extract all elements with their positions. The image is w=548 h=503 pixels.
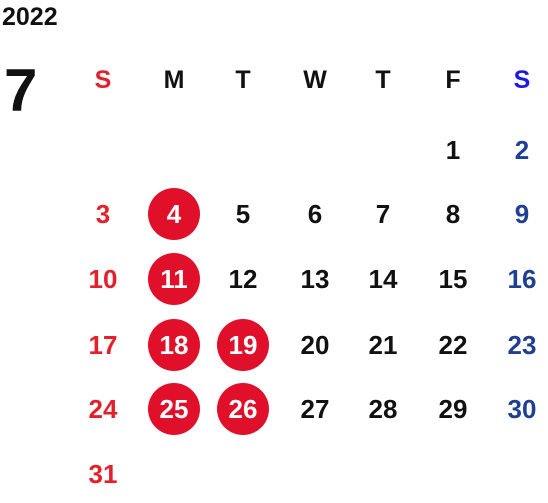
weekday-label: T <box>235 66 250 94</box>
holiday-marker <box>148 188 200 240</box>
day-number: 13 <box>301 264 330 294</box>
holiday-marker <box>148 253 200 305</box>
day-number: 27 <box>301 394 330 424</box>
day-number: 8 <box>446 199 460 229</box>
day-number: 29 <box>439 394 468 424</box>
day-number: 20 <box>301 330 330 360</box>
day-number: 9 <box>515 199 529 229</box>
day-number: 15 <box>439 264 468 294</box>
day-number: 30 <box>508 394 537 424</box>
day-number: 19 <box>229 330 258 360</box>
holiday-marker <box>148 383 200 435</box>
day-number: 31 <box>89 459 118 489</box>
day-number: 7 <box>376 199 390 229</box>
weekday-label: M <box>164 66 185 94</box>
day-number: 18 <box>160 330 189 360</box>
weekday-label: W <box>303 66 327 94</box>
holiday-marker <box>217 383 269 435</box>
day-number: 11 <box>160 264 188 294</box>
day-number: 12 <box>229 264 258 294</box>
day-number: 21 <box>369 330 398 360</box>
day-number: 22 <box>439 330 468 360</box>
weekday-label: S <box>95 66 112 94</box>
day-number: 24 <box>89 394 118 424</box>
month: 7 <box>4 57 37 124</box>
day-number: 23 <box>508 330 537 360</box>
day-number: 2 <box>515 135 529 165</box>
weekday-label: S <box>514 66 531 94</box>
day-number: 6 <box>308 199 322 229</box>
holiday-marker <box>217 319 269 371</box>
day-number: 10 <box>89 264 118 294</box>
weekday-label: T <box>375 66 390 94</box>
day-number: 3 <box>96 199 110 229</box>
day-number: 4 <box>167 199 182 229</box>
day-number: 5 <box>236 199 250 229</box>
day-number: 14 <box>369 264 398 294</box>
day-number: 17 <box>89 330 118 360</box>
year: 2022 <box>2 3 58 31</box>
day-number: 26 <box>229 394 258 424</box>
day-number: 1 <box>446 135 460 165</box>
day-number: 28 <box>369 394 398 424</box>
weekday-label: F <box>445 66 460 94</box>
day-number: 16 <box>508 264 537 294</box>
holiday-marker <box>148 319 200 371</box>
day-number: 25 <box>160 394 189 424</box>
